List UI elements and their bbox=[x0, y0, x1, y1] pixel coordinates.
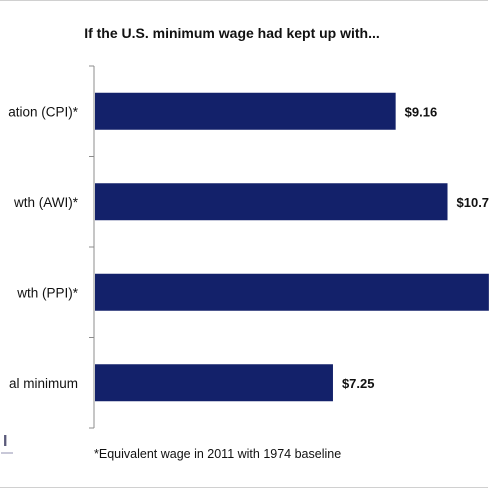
data-label: $9.16 bbox=[405, 104, 438, 119]
bar bbox=[95, 92, 396, 130]
chart-title: If the U.S. minimum wage had kept up wit… bbox=[84, 25, 380, 41]
y-axis-ticks bbox=[89, 65, 94, 429]
svg-text:I: I bbox=[3, 433, 7, 450]
category-label: ation (CPI)* bbox=[8, 104, 79, 119]
bar bbox=[95, 364, 333, 402]
bar bbox=[95, 183, 448, 221]
footnote: *Equivalent wage in 2011 with 1974 basel… bbox=[94, 447, 341, 461]
category-label: wth (PPI)* bbox=[16, 285, 79, 300]
institute-logo-icon: I bbox=[1, 433, 13, 454]
bar bbox=[95, 273, 489, 311]
value-labels: $9.16 $10.74 $7.25 bbox=[342, 104, 489, 391]
data-label: $7.25 bbox=[342, 376, 375, 391]
category-label: al minimum bbox=[9, 376, 78, 391]
category-label: wth (AWI)* bbox=[13, 195, 79, 210]
bars-group bbox=[95, 92, 489, 402]
category-labels: ation (CPI)* wth (AWI)* wth (PPI)* al minim… bbox=[8, 104, 79, 391]
data-label: $10.74 bbox=[457, 195, 489, 210]
